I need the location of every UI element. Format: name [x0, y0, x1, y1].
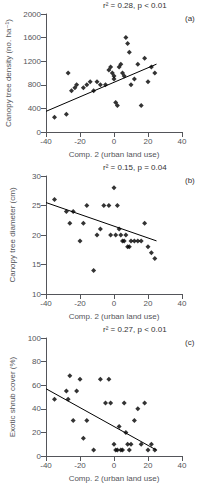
svg-text:r² = 0.28, p < 0.01: r² = 0.28, p < 0.01	[103, 1, 167, 10]
svg-text:40: 40	[178, 299, 187, 308]
svg-text:-40: -40	[40, 461, 52, 470]
svg-text:Comp. 2 (urban land use): Comp. 2 (urban land use)	[69, 150, 160, 159]
svg-text:Canopy tree diameter (cm): Canopy tree diameter (cm)	[8, 187, 17, 282]
svg-text:20: 20	[144, 299, 153, 308]
svg-text:60: 60	[32, 381, 41, 390]
svg-text:40: 40	[178, 137, 187, 146]
svg-text:-20: -20	[74, 461, 86, 470]
svg-text:0: 0	[37, 128, 42, 137]
svg-text:(a): (a)	[185, 14, 195, 23]
svg-text:r² = 0.27, p < 0.01: r² = 0.27, p < 0.01	[103, 325, 167, 334]
svg-text:1200: 1200	[23, 57, 41, 66]
svg-text:(b): (b)	[185, 176, 195, 185]
svg-text:r² = 0.15, p = 0.04: r² = 0.15, p = 0.04	[103, 163, 167, 172]
svg-text:-20: -20	[74, 137, 86, 146]
svg-text:-40: -40	[40, 299, 52, 308]
svg-text:15: 15	[32, 260, 41, 269]
svg-text:Comp. 2 (urban land use): Comp. 2 (urban land use)	[69, 474, 160, 483]
svg-text:-40: -40	[40, 137, 52, 146]
svg-text:800: 800	[28, 80, 42, 89]
svg-text:20: 20	[32, 231, 41, 240]
svg-text:Exotic shrub cover (%): Exotic shrub cover (%)	[8, 356, 17, 437]
svg-text:(c): (c)	[185, 338, 195, 347]
svg-text:0: 0	[112, 461, 117, 470]
svg-text:0: 0	[112, 137, 117, 146]
svg-text:40: 40	[32, 404, 41, 413]
svg-text:-20: -20	[74, 299, 86, 308]
svg-text:20: 20	[32, 428, 41, 437]
svg-text:10: 10	[32, 290, 41, 299]
svg-text:20: 20	[144, 137, 153, 146]
svg-text:30: 30	[32, 172, 41, 181]
svg-text:40: 40	[178, 461, 187, 470]
svg-text:100: 100	[28, 334, 42, 343]
svg-text:0: 0	[37, 452, 42, 461]
svg-text:80: 80	[32, 357, 41, 366]
svg-text:25: 25	[32, 201, 41, 210]
svg-text:400: 400	[28, 104, 42, 113]
svg-text:20: 20	[144, 461, 153, 470]
svg-text:0: 0	[112, 299, 117, 308]
svg-text:1600: 1600	[23, 33, 41, 42]
svg-text:Canopy tree density (no. ha⁻¹): Canopy tree density (no. ha⁻¹)	[4, 19, 13, 127]
svg-text:2000: 2000	[23, 10, 41, 19]
svg-text:Comp. 2 (urban land use): Comp. 2 (urban land use)	[69, 312, 160, 321]
